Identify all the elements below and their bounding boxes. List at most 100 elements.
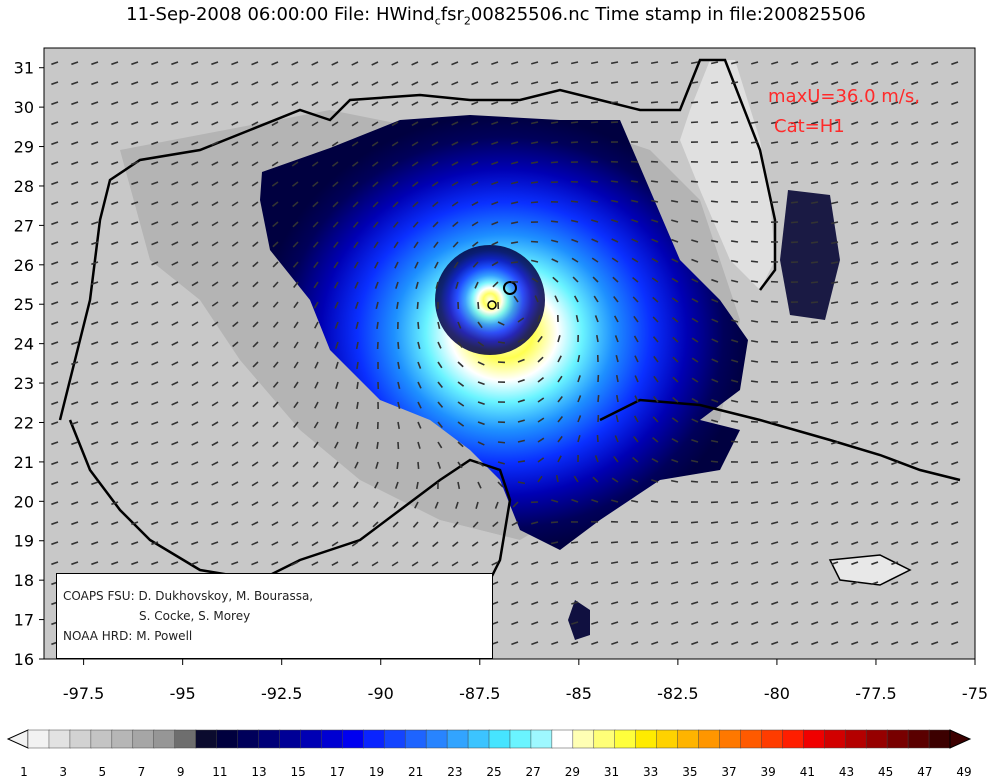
colorbar-swatch xyxy=(530,729,553,749)
y-tick-label: 27 xyxy=(14,216,34,235)
wind-arrow xyxy=(670,81,679,84)
wind-arrow xyxy=(91,521,99,526)
wind-arrow xyxy=(591,219,599,223)
wind-arrow xyxy=(951,641,959,646)
wind-arrow xyxy=(770,141,779,144)
wind-arrow xyxy=(211,201,219,207)
wind-arrow xyxy=(810,421,819,425)
wind-arrow xyxy=(111,161,119,166)
wind-arrow xyxy=(891,261,899,266)
wind-arrow xyxy=(271,521,279,527)
wind-arrow xyxy=(51,521,59,526)
wind-arrow xyxy=(537,457,545,463)
wind-arrow xyxy=(151,281,159,286)
wind-arrow xyxy=(634,375,639,383)
wind-arrow xyxy=(332,181,339,188)
wind-arrow xyxy=(770,121,779,125)
wind-arrow xyxy=(537,315,541,323)
wind-arrow xyxy=(477,421,485,426)
wind-arrow xyxy=(611,219,619,223)
wind-arrow xyxy=(631,238,639,243)
wind-arrow xyxy=(417,381,422,389)
wind-arrow xyxy=(211,541,219,546)
wind-arrow xyxy=(397,361,401,370)
wind-arrow xyxy=(951,201,959,206)
wind-arrow xyxy=(831,601,839,606)
wind-arrow xyxy=(131,141,139,146)
wind-arrow xyxy=(511,581,519,586)
wind-arrow xyxy=(494,501,499,509)
x-tick-label: -92.5 xyxy=(261,684,302,703)
wind-arrow xyxy=(151,141,159,146)
wind-arrow xyxy=(151,341,159,346)
wind-arrow xyxy=(231,461,239,467)
wind-arrow xyxy=(171,361,179,366)
colorbar-label: 47 xyxy=(917,765,932,779)
colorbar-swatch xyxy=(279,729,302,749)
y-tick-label: 24 xyxy=(14,335,34,354)
wind-arrow xyxy=(550,121,559,124)
wind-arrow xyxy=(354,461,359,469)
wind-arrow xyxy=(497,481,504,488)
wind-arrow xyxy=(111,221,119,226)
wind-arrow xyxy=(731,601,739,606)
wind-arrow xyxy=(911,261,919,266)
wind-arrow xyxy=(517,419,525,423)
wind-arrow xyxy=(272,321,279,328)
wind-arrow xyxy=(951,481,959,486)
wind-arrow xyxy=(670,101,679,104)
wind-arrow xyxy=(570,81,579,85)
wind-arrow xyxy=(711,581,719,585)
wind-arrow xyxy=(191,221,199,226)
wind-arrow xyxy=(451,121,459,126)
wind-arrow xyxy=(91,401,99,406)
wind-arrow xyxy=(251,541,259,546)
wind-arrow xyxy=(871,321,879,325)
colorbar-swatch xyxy=(90,729,113,749)
wind-arrow xyxy=(831,141,839,145)
wind-arrow xyxy=(51,301,59,306)
credit-line-1: COAPS FSU: D. Dukhovskoy, M. Bourassa, xyxy=(63,589,314,603)
wind-arrow xyxy=(711,419,719,423)
wind-arrow xyxy=(871,521,879,526)
wind-arrow xyxy=(791,81,799,85)
colorbar-swatch xyxy=(635,729,658,749)
colorbar-label: 23 xyxy=(447,765,462,779)
wind-arrow xyxy=(790,201,799,204)
wind-arrow xyxy=(71,561,79,566)
wind-arrow xyxy=(352,201,359,208)
wind-arrow xyxy=(437,361,443,369)
wind-arrow xyxy=(171,481,179,486)
wind-arrow xyxy=(391,121,399,127)
center-marker xyxy=(487,300,497,310)
wind-arrow xyxy=(151,381,159,386)
wind-arrow xyxy=(871,141,879,146)
wind-arrow xyxy=(891,341,899,346)
wind-arrow xyxy=(271,541,279,546)
x-tick-label: -75 xyxy=(962,684,988,703)
wind-arrow xyxy=(931,81,939,86)
wind-arrow xyxy=(211,241,219,247)
wind-arrow xyxy=(111,61,119,66)
wind-arrow xyxy=(911,221,919,226)
wind-arrow xyxy=(831,101,839,106)
wind-arrow xyxy=(111,261,119,266)
wind-arrow xyxy=(417,461,420,470)
wind-arrow xyxy=(91,61,99,66)
colorbar-swatch xyxy=(844,729,867,749)
wind-arrow xyxy=(231,221,239,227)
y-tick-label: 29 xyxy=(14,138,34,157)
wind-arrow xyxy=(271,561,279,566)
wind-arrow xyxy=(111,141,119,146)
wind-arrow xyxy=(211,161,219,166)
wind-arrow xyxy=(91,561,99,566)
wind-arrow xyxy=(672,336,679,343)
wind-arrow xyxy=(151,81,159,86)
wind-arrow xyxy=(610,199,619,203)
wind-arrow xyxy=(451,161,459,167)
wind-arrow xyxy=(251,221,259,227)
wind-arrow xyxy=(231,141,239,146)
wind-arrow xyxy=(931,341,939,346)
y-axis: 31 30 29 28 27 26 25 24 23 22 21 20 19 18 17 16 xyxy=(14,59,44,669)
wind-arrow xyxy=(614,435,619,443)
